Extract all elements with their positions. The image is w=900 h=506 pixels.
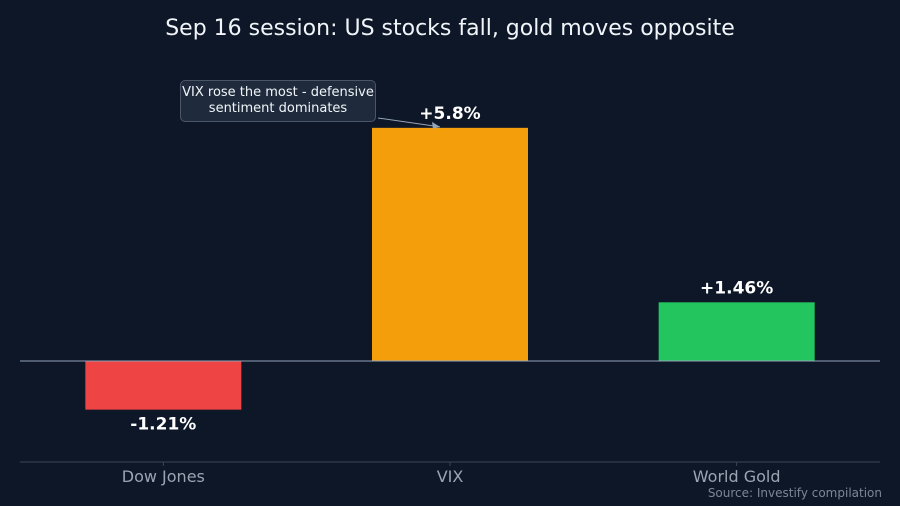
data-label: +1.46% xyxy=(700,278,773,298)
bar-dow-jones xyxy=(85,361,242,410)
data-label: -1.21% xyxy=(130,415,196,435)
bar-vix xyxy=(372,127,528,361)
bar-world-gold xyxy=(658,302,815,361)
data-label: +5.8% xyxy=(419,104,480,124)
chart-title: Sep 16 session: US stocks fall, gold mov… xyxy=(165,16,735,41)
annotation-arrowhead xyxy=(432,121,440,129)
annotation-arrow xyxy=(377,117,441,128)
annotation-callout: VIX rose the most - defensive sentiment … xyxy=(180,80,376,122)
x-tick-label: World Gold xyxy=(693,467,781,486)
x-tick-label: Dow Jones xyxy=(122,467,205,486)
source-note: Source: Investify compilation xyxy=(707,486,882,500)
x-tick-label: VIX xyxy=(437,467,464,486)
